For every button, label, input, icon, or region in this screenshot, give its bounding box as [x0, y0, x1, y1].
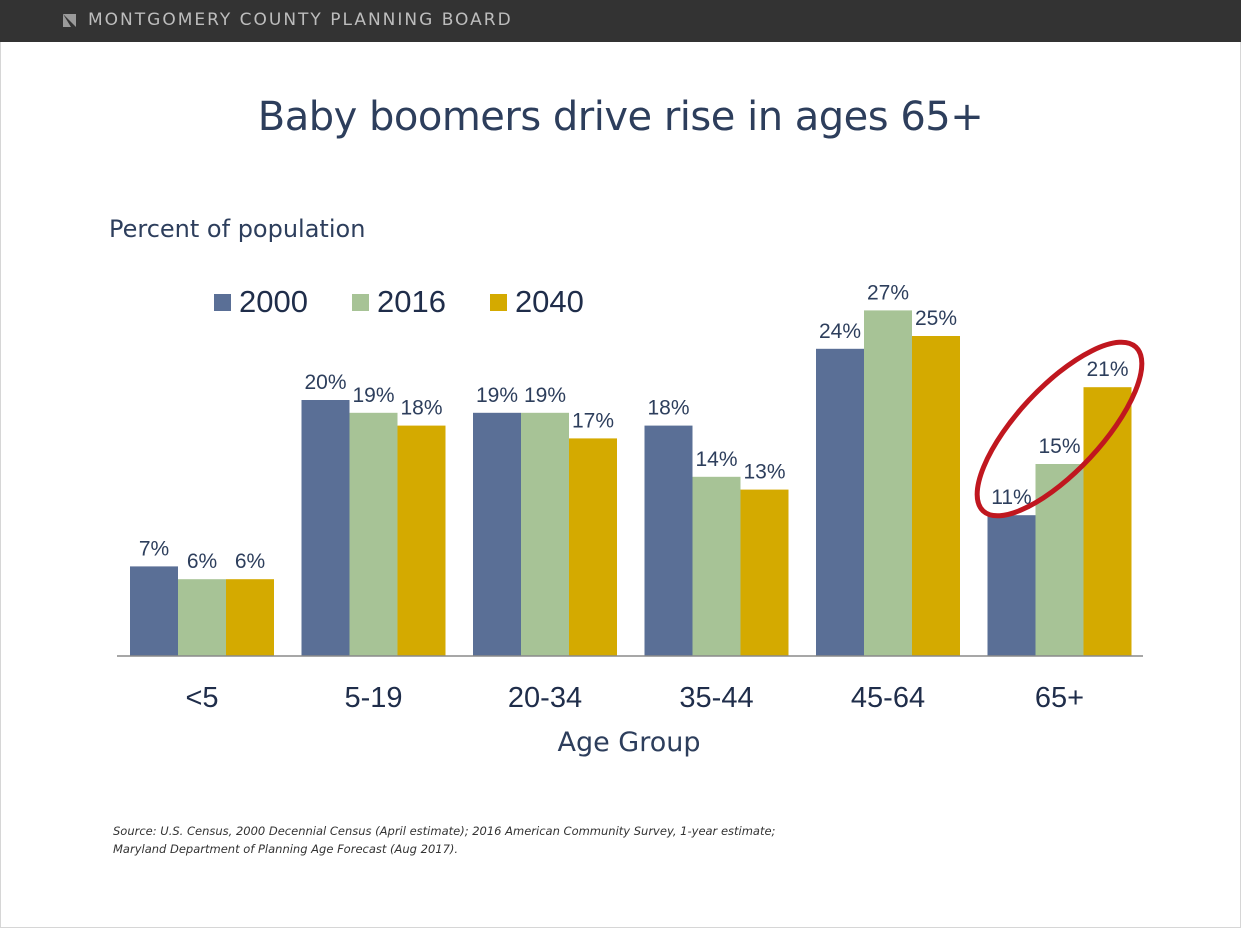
- bar-2000-20-34: [473, 412, 521, 656]
- data-label-2040-65+: 21%: [1086, 358, 1128, 381]
- header-bar: MONTGOMERY COUNTY PLANNING BOARD: [0, 0, 1241, 42]
- data-label-2016-20-34: 19%: [524, 384, 566, 407]
- source-line-1: Source: U.S. Census, 2000 Decennial Cens…: [113, 824, 776, 838]
- data-label-2016-5-19: 19%: [352, 384, 394, 407]
- bar-2040-<5: [226, 579, 274, 656]
- highlight-ellipse-65-plus: [974, 339, 1145, 519]
- data-label-2000-20-34: 19%: [476, 384, 518, 407]
- bar-2016-5-19: [349, 412, 398, 656]
- x-axis-label: Age Group: [557, 727, 701, 758]
- data-label-2040-35-44: 13%: [743, 461, 785, 484]
- bar-2040-20-34: [569, 438, 617, 656]
- bar-2016-20-34: [521, 412, 569, 656]
- data-label-2016-45-64: 27%: [867, 281, 909, 304]
- legend-swatch-2040: [489, 293, 507, 311]
- x-tick-label-35-44: 35-44: [679, 682, 753, 714]
- data-label-2016-35-44: 14%: [695, 448, 737, 471]
- data-label-2040-20-34: 17%: [572, 409, 614, 432]
- bar-2000-65+: [987, 515, 1036, 656]
- data-label-2000-<5: 7%: [139, 537, 169, 560]
- legend-swatch-2016: [351, 293, 369, 311]
- organization-name: MONTGOMERY COUNTY PLANNING BOARD: [88, 10, 513, 30]
- bar-2040-35-44: [740, 489, 789, 656]
- legend-item-2040: 2040: [489, 284, 584, 320]
- data-label-2016-65+: 15%: [1038, 435, 1080, 458]
- legend-label-2040: 2040: [514, 284, 584, 319]
- bar-2000-<5: [130, 566, 178, 656]
- legend-swatch-2000: [214, 293, 231, 311]
- bar-2016-65+: [1035, 464, 1084, 656]
- chart-legend: 2000 2016 2040: [214, 284, 628, 320]
- data-label-2040-45-64: 25%: [915, 307, 957, 330]
- source-line-2: Maryland Department of Planning Age Fore…: [113, 842, 459, 856]
- bar-2000-45-64: [816, 348, 864, 656]
- legend-label-2000: 2000: [239, 284, 308, 319]
- x-tick-label-20-34: 20-34: [508, 682, 582, 714]
- bar-2000-5-19: [301, 400, 350, 656]
- legend-item-2016: 2016: [351, 284, 446, 320]
- bar-2040-5-19: [397, 425, 446, 656]
- y-axis-label: Percent of population: [109, 215, 366, 243]
- x-tick-label-45-64: 45-64: [851, 682, 925, 714]
- data-label-2000-45-64: 24%: [819, 320, 861, 343]
- planning-board-logo-icon: [63, 14, 76, 27]
- bar-2016-<5: [178, 579, 226, 656]
- x-tick-label-<5: <5: [185, 682, 218, 714]
- data-label-2000-35-44: 18%: [647, 397, 689, 420]
- legend-label-2016: 2016: [376, 284, 446, 319]
- data-label-2000-5-19: 20%: [304, 371, 346, 394]
- bar-2016-45-64: [864, 310, 912, 656]
- bar-2040-45-64: [912, 336, 960, 656]
- x-tick-label-65+: 65+: [1035, 682, 1084, 714]
- slide-title: Baby boomers drive rise in ages 65+: [257, 94, 984, 140]
- data-label-2040-5-19: 18%: [400, 397, 442, 420]
- data-label-2040-<5: 6%: [235, 550, 265, 573]
- bar-2000-35-44: [644, 425, 693, 656]
- source-note: Source: U.S. Census, 2000 Decennial Cens…: [113, 822, 775, 858]
- x-tick-label-5-19: 5-19: [344, 682, 402, 714]
- bar-2040-65+: [1083, 387, 1132, 656]
- data-label-2000-65+: 11%: [991, 486, 1031, 509]
- bar-2016-35-44: [692, 476, 741, 656]
- legend-item-2000: 2000: [214, 284, 308, 320]
- data-label-2016-<5: 6%: [187, 550, 217, 573]
